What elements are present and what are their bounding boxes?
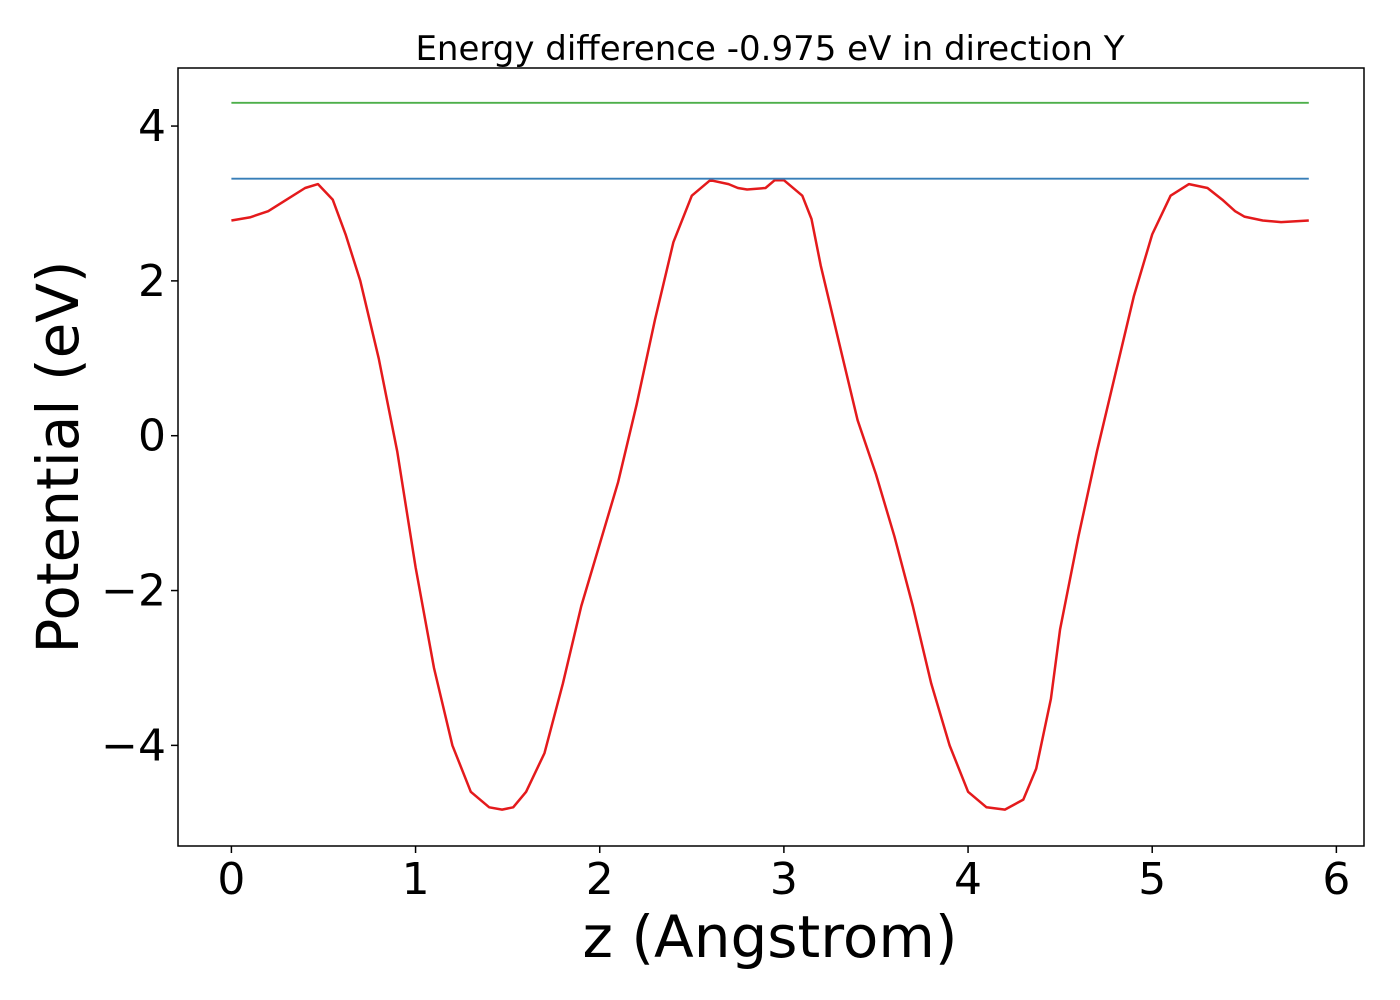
axes-frame — [177, 67, 1365, 847]
y-axis-label: Potential (eV) — [24, 260, 92, 653]
x-tick-label: 0 — [217, 854, 245, 905]
series-line-0 — [231, 178, 1309, 811]
x-tick-label: 3 — [770, 854, 798, 905]
x-tick-label: 2 — [586, 854, 614, 905]
y-tick-label: −2 — [101, 566, 166, 617]
x-axis-ticks: 0 1 2 3 4 5 6 — [217, 846, 1350, 905]
x-axis-label: z (Angstrom) — [583, 903, 958, 971]
x-tick-label: 6 — [1322, 854, 1350, 905]
y-tick-label: 2 — [138, 256, 166, 307]
x-tick-label: 4 — [954, 854, 982, 905]
y-axis-ticks: −4 −2 0 2 4 — [101, 101, 178, 771]
plot-area — [231, 101, 1309, 811]
x-tick-label: 5 — [1138, 854, 1166, 905]
chart-title: Energy difference -0.975 eV in direction… — [415, 29, 1124, 69]
y-tick-label: 4 — [138, 101, 166, 152]
y-tick-label: −4 — [101, 720, 166, 771]
y-tick-label: 0 — [138, 411, 166, 462]
x-tick-label: 1 — [402, 854, 430, 905]
